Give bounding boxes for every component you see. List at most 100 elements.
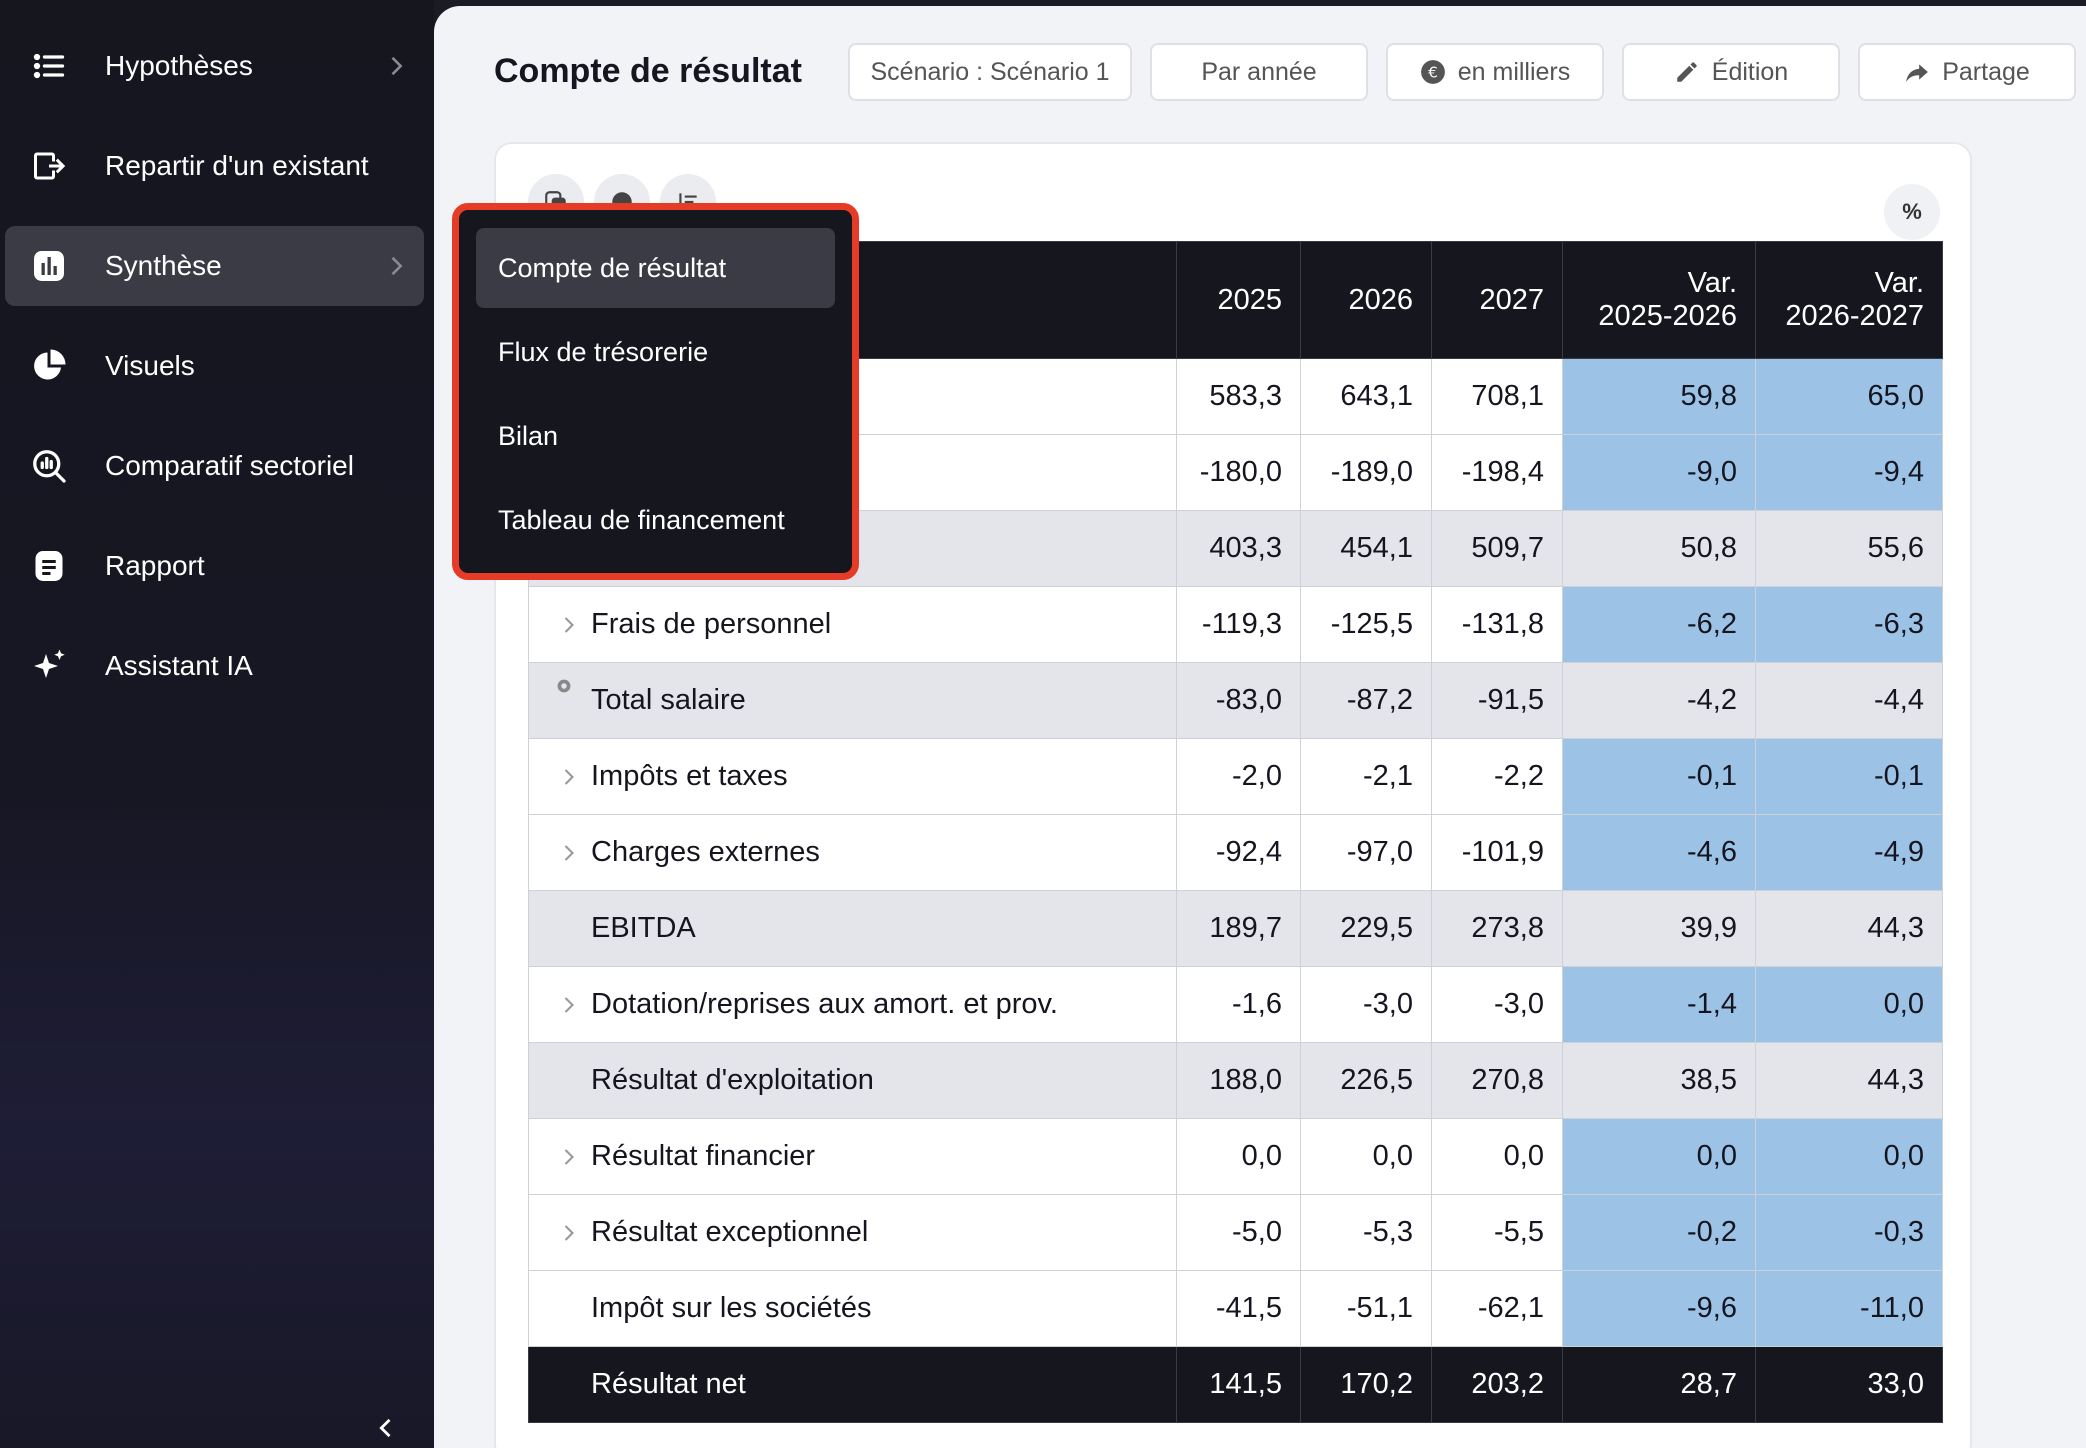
row-label-text: Résultat exceptionnel [591, 1216, 869, 1248]
chevron-right-icon[interactable] [559, 611, 579, 639]
variance-cell: 39,9 [1562, 890, 1756, 967]
sidebar-item-assistant-ia[interactable]: Assistant IA [5, 626, 424, 706]
sidebar-item-label: Synthèse [105, 250, 222, 281]
row-label: Total salaire [528, 662, 1177, 739]
value-cell: 708,1 [1431, 358, 1563, 435]
variance-cell: 59,8 [1562, 358, 1756, 435]
value-cell: -2,2 [1431, 738, 1563, 815]
chevron-right-icon[interactable] [559, 1143, 579, 1171]
header-variance-period: 2026-2027 [1785, 300, 1924, 332]
edit-button[interactable]: Édition [1622, 43, 1840, 101]
value-cell: 170,2 [1300, 1346, 1432, 1423]
row-label: Résultat net [528, 1346, 1177, 1423]
value-cell: 270,8 [1431, 1042, 1563, 1119]
table-row[interactable]: EBITDA 189,7 229,5 273,8 39,9 44,3 [528, 890, 1943, 967]
value-cell: -5,0 [1176, 1194, 1301, 1271]
row-label-text: Résultat financier [591, 1140, 816, 1172]
value-cell: 0,0 [1300, 1118, 1432, 1195]
table-row[interactable]: Impôt sur les sociétés -41,5 -51,1 -62,1 -9,… [528, 1270, 1943, 1347]
share-button[interactable]: Partage [1858, 43, 2076, 101]
menu-item-flux-de-tresorerie[interactable]: Flux de trésorerie [498, 336, 709, 367]
sidebar-item-synthese[interactable]: Synthèse [5, 226, 424, 306]
table-row[interactable]: Résultat financier 0,0 0,0 0,0 0,0 0,0 [528, 1118, 1943, 1195]
menu-item-bilan[interactable]: Bilan [498, 420, 559, 451]
menu-item-tableau-de-financement[interactable]: Tableau de financement [498, 504, 785, 535]
value-cell: -3,0 [1431, 966, 1563, 1043]
table-row[interactable]: Frais de personnel -119,3 -125,5 -131,8 -6,2… [528, 586, 1943, 663]
variance-cell: -4,4 [1755, 662, 1943, 739]
sidebar-item-label: Visuels [105, 350, 195, 381]
variance-cell: 0,0 [1755, 966, 1943, 1043]
scenario-selector[interactable]: Scénario : Scénario 1 [848, 43, 1132, 101]
table-row[interactable]: Résultat exceptionnel -5,0 -5,3 -5,5 -0,2 -0,… [528, 1194, 1943, 1271]
sidebar-item-visuels[interactable]: Visuels [5, 326, 424, 406]
euro-icon: € [1420, 60, 1445, 84]
variance-cell: -9,4 [1755, 434, 1943, 511]
period-selector[interactable]: Par année [1150, 43, 1368, 101]
value-cell: -92,4 [1176, 814, 1301, 891]
chevron-right-icon[interactable] [559, 763, 579, 791]
unit-selector[interactable]: € en milliers [1386, 43, 1604, 101]
menu-item-compte-de-resultat[interactable]: Compte de résultat [476, 228, 835, 308]
share-label: Partage [1942, 57, 2030, 86]
row-label: Charges externes [528, 814, 1177, 891]
table-row[interactable]: Total salaire -83,0 -87,2 -91,5 -4,2 -4,4 [528, 662, 1943, 739]
search-chart-icon [27, 444, 71, 488]
percent-toggle[interactable]: % [1884, 184, 1940, 240]
variance-cell: 28,7 [1562, 1346, 1756, 1423]
sidebar-item-label: Hypothèses [105, 50, 253, 81]
document-icon [27, 544, 71, 588]
row-label-text: Résultat net [591, 1368, 746, 1400]
variance-cell: 65,0 [1755, 358, 1943, 435]
variance-cell: 0,0 [1755, 1118, 1943, 1195]
row-label: Résultat d'exploitation [528, 1042, 1177, 1119]
chevron-right-icon [391, 256, 403, 276]
sidebar-item-label: Assistant IA [105, 650, 253, 681]
value-cell: -5,3 [1300, 1194, 1432, 1271]
table-row[interactable]: Dotation/reprises aux amort. et prov. -1,… [528, 966, 1943, 1043]
value-cell: 403,3 [1176, 510, 1301, 587]
collapse-sidebar-icon[interactable] [372, 1414, 400, 1442]
value-cell: -1,6 [1176, 966, 1301, 1043]
variance-cell: -4,2 [1562, 662, 1756, 739]
variance-cell: -6,2 [1562, 586, 1756, 663]
sidebar-item-repartir[interactable]: Repartir d'un existant [5, 126, 424, 206]
value-cell: 643,1 [1300, 358, 1432, 435]
variance-cell: 38,5 [1562, 1042, 1756, 1119]
variance-cell: -1,4 [1562, 966, 1756, 1043]
value-cell: -91,5 [1431, 662, 1563, 739]
variance-cell: -9,0 [1562, 434, 1756, 511]
value-cell: -87,2 [1300, 662, 1432, 739]
variance-cell: -0,1 [1562, 738, 1756, 815]
sidebar-item-hypotheses[interactable]: Hypothèses [5, 26, 424, 106]
chevron-right-icon[interactable] [559, 839, 579, 867]
table-row[interactable]: Impôts et taxes -2,0 -2,1 -2,2 -0,1 -0,1 [528, 738, 1943, 815]
value-cell: -2,1 [1300, 738, 1432, 815]
sidebar-item-comparatif[interactable]: Comparatif sectoriel [5, 426, 424, 506]
unit-label: en milliers [1457, 57, 1571, 86]
value-cell: -101,9 [1431, 814, 1563, 891]
value-cell: 509,7 [1431, 510, 1563, 587]
sidebar-item-rapport[interactable]: Rapport [5, 526, 424, 606]
variance-cell: 55,6 [1755, 510, 1943, 587]
value-cell: -125,5 [1300, 586, 1432, 663]
table-row[interactable]: Charges externes -92,4 -97,0 -101,9 -4,6 -4,9 [528, 814, 1943, 891]
variance-cell: -4,6 [1562, 814, 1756, 891]
header-variance-title: Var. [1687, 267, 1737, 299]
row-label-text: EBITDA [591, 912, 696, 944]
table-row[interactable]: Résultat net 141,5 170,2 203,2 28,7 33,0 [528, 1346, 1943, 1423]
variance-cell: 0,0 [1562, 1118, 1756, 1195]
gear-icon[interactable] [553, 675, 575, 697]
row-label-text: Résultat d'exploitation [591, 1064, 874, 1096]
value-cell: -51,1 [1300, 1270, 1432, 1347]
share-icon [1906, 64, 1929, 82]
table-row[interactable]: Résultat d'exploitation 188,0 226,5 270,8 38… [528, 1042, 1943, 1119]
value-cell: -2,0 [1176, 738, 1301, 815]
value-cell: 203,2 [1431, 1346, 1563, 1423]
value-cell: 229,5 [1300, 890, 1432, 967]
svg-text:€: € [1428, 63, 1438, 81]
chevron-right-icon[interactable] [559, 991, 579, 1019]
value-cell: 188,0 [1176, 1042, 1301, 1119]
row-label-text: Impôts et taxes [591, 760, 788, 792]
chevron-right-icon[interactable] [559, 1219, 579, 1247]
